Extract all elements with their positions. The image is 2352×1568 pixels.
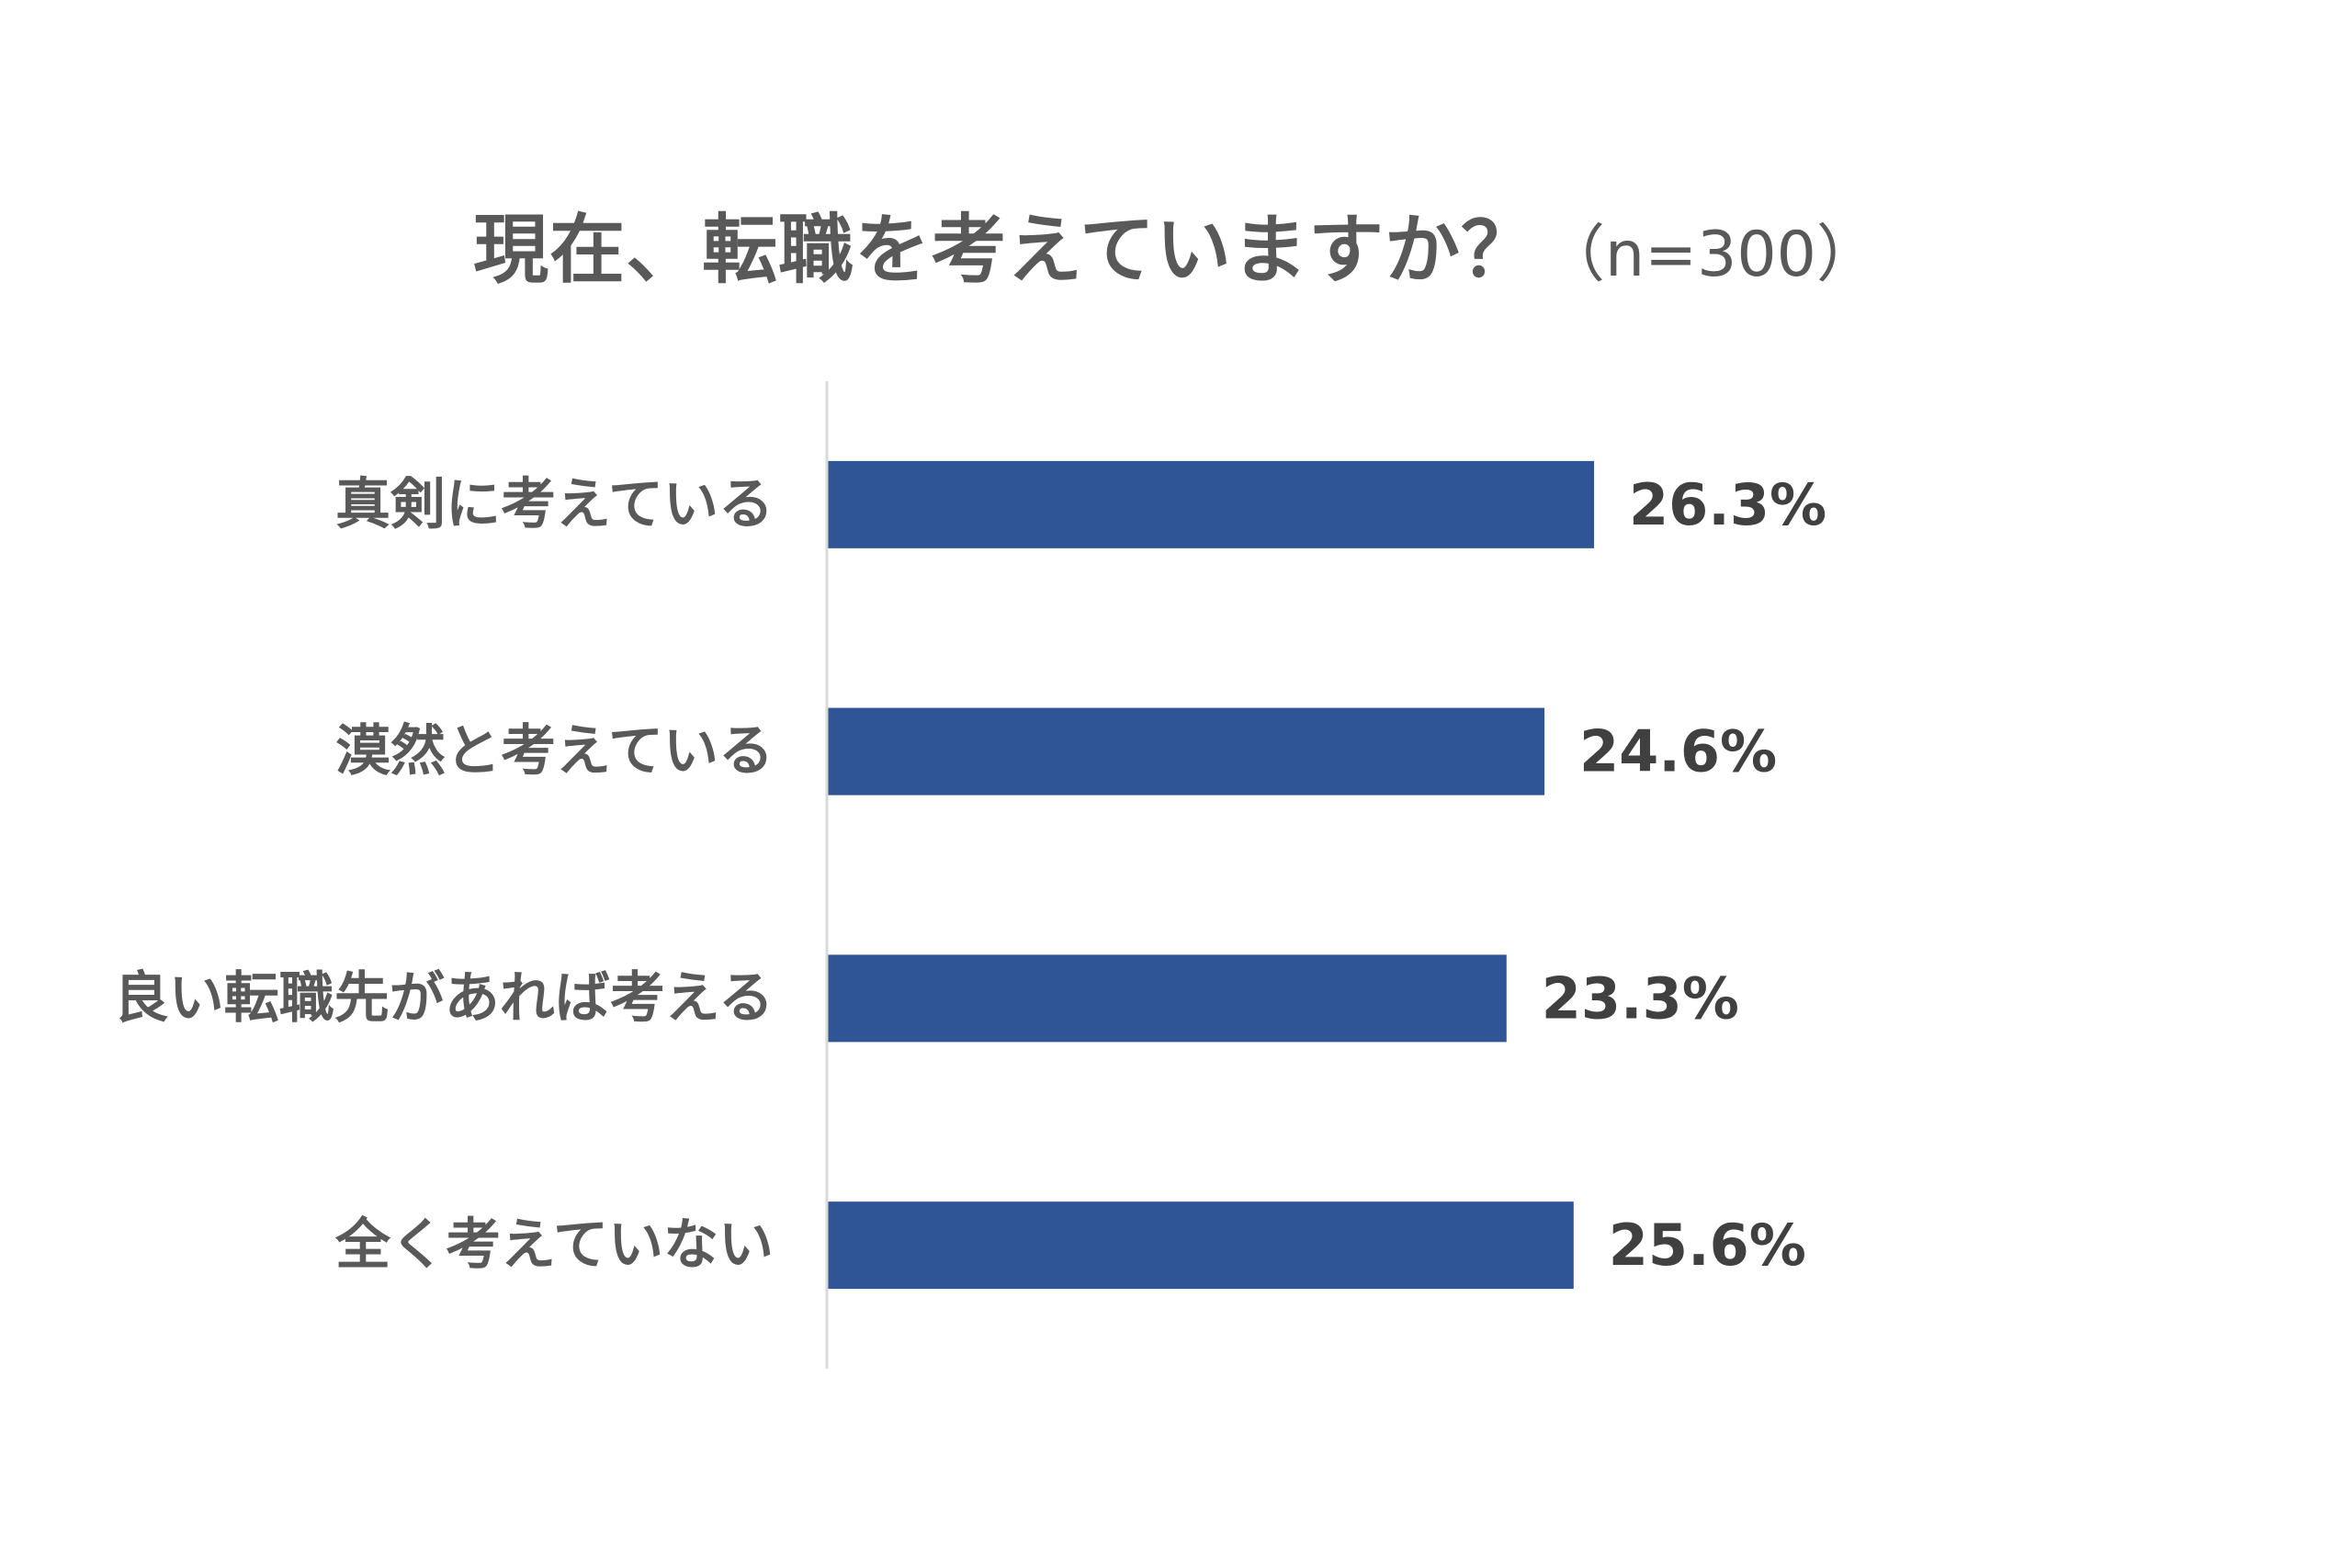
value-label-2: 24.6% bbox=[1579, 718, 1777, 785]
value-label-3: 23.3% bbox=[1542, 964, 1739, 1032]
category-label-4: 全く考えていない bbox=[334, 1213, 774, 1278]
category-label-3: 良い転職先があれば考える bbox=[114, 966, 774, 1031]
bar-4 bbox=[827, 1201, 1574, 1290]
category-label-2: 漠然と考えている bbox=[335, 719, 774, 784]
bars-group bbox=[827, 460, 1595, 1290]
chart-title: 現在、転職を考えていますか？ bbox=[473, 207, 1538, 294]
bar-2 bbox=[827, 707, 1545, 795]
value-label-1: 26.3% bbox=[1629, 471, 1826, 538]
category-label-1: 真剣に考えている bbox=[335, 472, 774, 536]
chart-title-block: 現在、転職を考えていますか？（n=300） bbox=[0, 188, 2352, 298]
value-labels: 26.3% 24.6% 23.3% 25.6% bbox=[1542, 471, 1826, 1279]
chart-subtitle: （n=300） bbox=[1543, 219, 1879, 291]
bar-3 bbox=[827, 954, 1507, 1043]
bar-1 bbox=[827, 460, 1595, 548]
value-label-4: 25.6% bbox=[1609, 1212, 1806, 1279]
